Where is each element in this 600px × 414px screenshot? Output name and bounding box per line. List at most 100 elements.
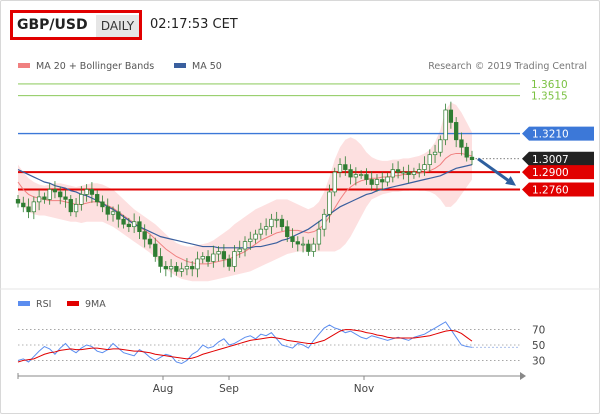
x-axis-arrow <box>520 372 526 380</box>
candle-body <box>89 189 95 195</box>
ma9-legend-swatch <box>67 301 79 306</box>
candle-body <box>200 256 205 260</box>
candle-body <box>190 266 195 270</box>
candle-body <box>142 231 147 240</box>
candle-body <box>269 218 274 228</box>
rsi-level-label-70: 70 <box>532 325 545 337</box>
candle-body <box>448 109 454 123</box>
candle-body <box>401 171 406 174</box>
candle-body <box>459 139 464 148</box>
candle-body <box>337 164 343 173</box>
level-label-1.3515: 1.3515 <box>531 91 568 103</box>
candle-body <box>195 258 200 270</box>
candle-body <box>205 256 211 262</box>
level-label-1.2900: 1.2900 <box>532 167 569 179</box>
candle-body <box>126 223 132 228</box>
candle-body <box>358 174 364 176</box>
candle-body <box>300 243 306 246</box>
candle-body <box>31 201 36 213</box>
candle-body <box>395 169 401 173</box>
candle-body <box>353 174 359 178</box>
candle-body <box>242 241 248 250</box>
ma20-legend-swatch <box>18 63 30 68</box>
level-label-1.3610: 1.3610 <box>531 79 568 91</box>
instrument-header[interactable]: GBP/USD DAILY <box>10 10 142 40</box>
candle-body <box>390 169 395 178</box>
candle-body <box>232 251 237 267</box>
candle-body <box>68 199 73 213</box>
candle-body <box>216 251 221 255</box>
candle-body <box>84 189 89 195</box>
x-tick-label-Sep: Sep <box>219 383 239 395</box>
candle-body <box>295 241 300 245</box>
level-tag-1.2900 <box>522 165 594 180</box>
projection-arrow-shaft <box>477 157 511 183</box>
candle-body <box>26 206 31 213</box>
x-tick-label-Aug: Aug <box>153 383 174 395</box>
candle-body <box>36 196 42 203</box>
rsi-level-label-30: 30 <box>532 355 545 367</box>
candle-body <box>454 122 459 141</box>
candle-body <box>306 243 311 252</box>
ma9-legend-label: 9MA <box>85 299 106 310</box>
period-selector[interactable]: DAILY <box>96 15 139 37</box>
ma50-legend-swatch <box>174 63 186 68</box>
candle-body <box>327 191 332 215</box>
candle-body <box>364 174 369 180</box>
candle-body <box>237 248 242 252</box>
ma50-legend-label: MA 50 <box>192 61 222 72</box>
candle-body <box>163 266 168 270</box>
bollinger-band <box>18 102 472 282</box>
candle-body <box>427 154 432 165</box>
candle-body <box>322 213 327 230</box>
candle-body <box>184 266 190 270</box>
candle-body <box>279 218 285 228</box>
candle-body <box>153 243 158 257</box>
candle-body <box>406 171 411 175</box>
candle-body <box>443 109 448 141</box>
projection-arrow-head <box>505 176 516 186</box>
level-tag-1.3210 <box>522 126 594 141</box>
candle-body <box>348 169 353 178</box>
candle-body <box>179 268 184 272</box>
candle-body <box>105 206 110 215</box>
candle-body <box>73 203 79 213</box>
credit-text: Research © 2019 Trading Central <box>428 61 587 72</box>
candle-body <box>411 171 417 175</box>
timestamp: 02:17:53 CET <box>150 17 238 32</box>
x-tick-label-Nov: Nov <box>354 383 375 395</box>
level-label-1.3210: 1.3210 <box>532 129 569 141</box>
candle-body <box>253 233 258 240</box>
level-label-1.3007: 1.3007 <box>532 154 569 166</box>
candle-body <box>42 196 47 200</box>
candle-body <box>116 211 121 220</box>
level-tag-1.3007 <box>522 151 594 166</box>
candle-body <box>158 256 163 267</box>
candle-body <box>258 228 263 235</box>
candle-body <box>174 266 179 272</box>
candle-body <box>417 169 422 173</box>
currency-pair: GBP/USD <box>17 17 88 33</box>
level-label-1.2760: 1.2760 <box>532 184 569 196</box>
candle-body <box>95 194 100 203</box>
rsi-legend-label: RSI <box>36 299 51 310</box>
candle-body <box>79 194 84 205</box>
candle-body <box>285 226 290 237</box>
candle-body <box>311 243 316 252</box>
candle-body <box>385 176 390 183</box>
candle-body <box>168 266 174 270</box>
rsi-legend-swatch <box>18 301 30 306</box>
candle-body <box>63 196 68 200</box>
candle-body <box>110 211 116 215</box>
level-tag-1.2760 <box>522 182 594 197</box>
candle-body <box>274 218 279 221</box>
rsi-level-label-50: 50 <box>532 340 545 352</box>
ma20-legend-label: MA 20 + Bollinger Bands <box>36 61 154 72</box>
candle-body <box>47 189 52 200</box>
candle-body <box>290 236 295 242</box>
candle-body <box>438 139 443 153</box>
candle-body <box>121 218 126 225</box>
candle-body <box>52 189 58 193</box>
candle-body <box>137 221 142 233</box>
